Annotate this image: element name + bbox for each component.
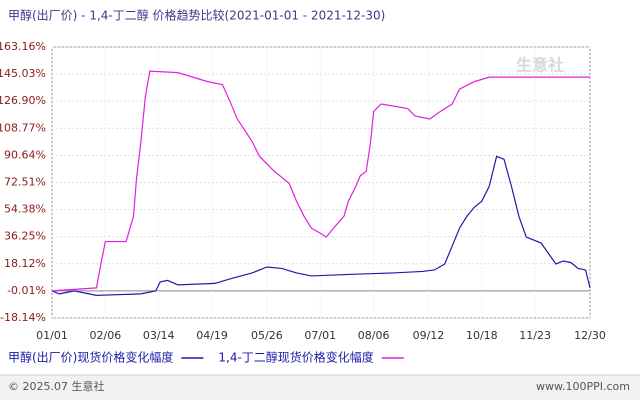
x-tick-label: 04/19 [196,329,228,342]
footer-left: © 2025.07 生意社 [8,379,104,393]
y-tick-label: 18.12% [4,257,46,270]
y-tick-label: 72.51% [4,176,46,189]
y-tick-label: 108.77% [0,121,46,134]
x-tick-label: 05/26 [251,329,283,342]
watermark: 生意社 [516,56,564,75]
y-tick-label: 36.25% [4,230,46,243]
x-tick-label: 12/30 [574,329,606,342]
footer-right: www.100PPI.com [536,380,630,393]
y-tick-label: -0.01% [7,284,46,297]
y-tick-label: 145.03% [0,67,46,80]
y-tick-label: 163.16% [0,40,46,53]
legend-label: 1,4-丁二醇现货价格变化幅度 [218,350,373,365]
y-tick-label: 90.64% [4,148,46,161]
y-tick-label: -18.14% [0,311,46,324]
series-line [51,70,590,292]
y-tick-label: 126.90% [0,94,46,107]
x-tick-label: 03/14 [143,329,175,342]
legend-label: 甲醇(出厂价)现货价格变化幅度 [8,350,173,365]
x-tick-label: 09/12 [413,329,445,342]
chart-title: 甲醇(出厂价) - 1,4-丁二醇 价格趋势比较(2021-01-01 - 20… [8,8,385,23]
x-tick-label: 11/23 [519,329,551,342]
series-line [51,155,591,296]
y-tick-label: 54.38% [4,203,46,216]
x-tick-label: 08/06 [358,329,390,342]
x-tick-label: 01/01 [36,329,68,342]
x-tick-label: 07/01 [304,329,336,342]
x-tick-label: 02/06 [90,329,122,342]
footer-bar [0,375,640,400]
x-tick-label: 10/18 [466,329,498,342]
